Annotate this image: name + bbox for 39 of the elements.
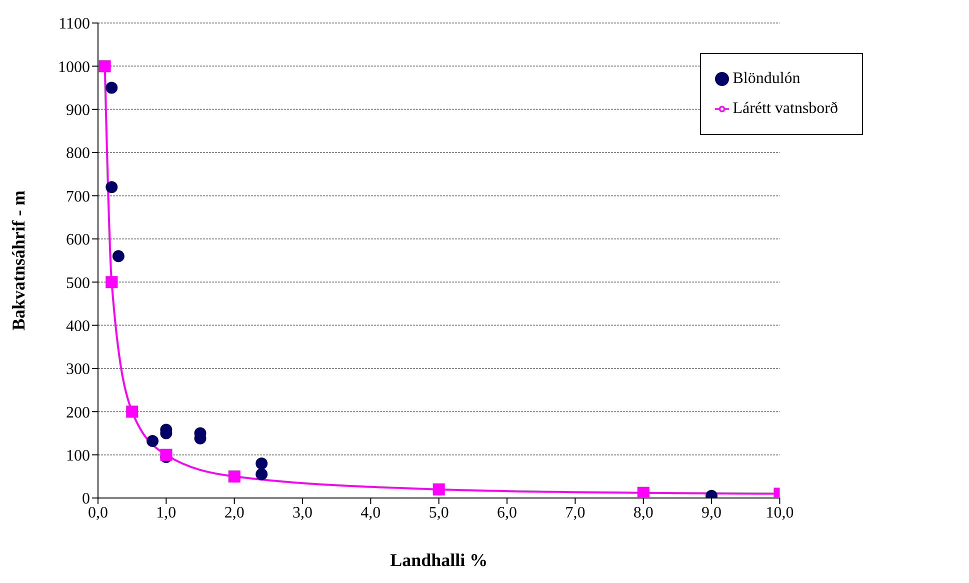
y-tick-label: 100	[66, 448, 90, 464]
point	[126, 406, 138, 418]
point	[146, 435, 159, 447]
point	[106, 82, 118, 94]
y-tick-label: 800	[66, 145, 90, 162]
x-tick-label: 7,0	[565, 504, 586, 522]
x-tick-label: 4,0	[360, 504, 381, 522]
point	[637, 486, 650, 498]
y-axis-title: Bakvatnsáhrif - m	[8, 190, 28, 331]
point	[112, 250, 124, 262]
x-axis-title: Landhalli %	[390, 550, 488, 570]
x-tick-label: 1,0	[156, 504, 176, 522]
y-tick-label: 700	[66, 188, 90, 206]
point	[432, 483, 445, 496]
point	[256, 468, 268, 480]
x-tick-label: 9,0	[702, 504, 722, 522]
x-tick-label: 2,0	[224, 504, 244, 522]
legend-label: Blöndulón	[732, 70, 800, 87]
y-tick-label: 200	[66, 404, 90, 422]
point	[256, 457, 268, 470]
y-tick-label: 300	[66, 361, 90, 378]
x-tick-label: 5,0	[428, 504, 449, 522]
y-tick-label: 900	[66, 102, 90, 120]
x-tick-label: 8,0	[633, 504, 654, 522]
x-tick-label: 3,0	[292, 504, 313, 522]
point	[228, 470, 240, 482]
legend-label: Lárétt vatnsborð	[732, 100, 838, 117]
y-tick-label: 1000	[58, 58, 90, 76]
y-tick-label: 400	[66, 318, 90, 335]
x-tick-label: 0,0	[88, 504, 108, 522]
x-tick-label: 10,0	[766, 504, 794, 522]
point	[106, 181, 118, 194]
y-tick-label: 500	[66, 274, 90, 292]
point	[98, 60, 111, 72]
y-tick-label: 600	[66, 232, 90, 249]
y-tick-label: 1100	[58, 16, 90, 33]
y-tick-label: 0	[82, 490, 90, 508]
x-tick-label: 6,0	[497, 504, 518, 522]
point	[106, 276, 118, 288]
